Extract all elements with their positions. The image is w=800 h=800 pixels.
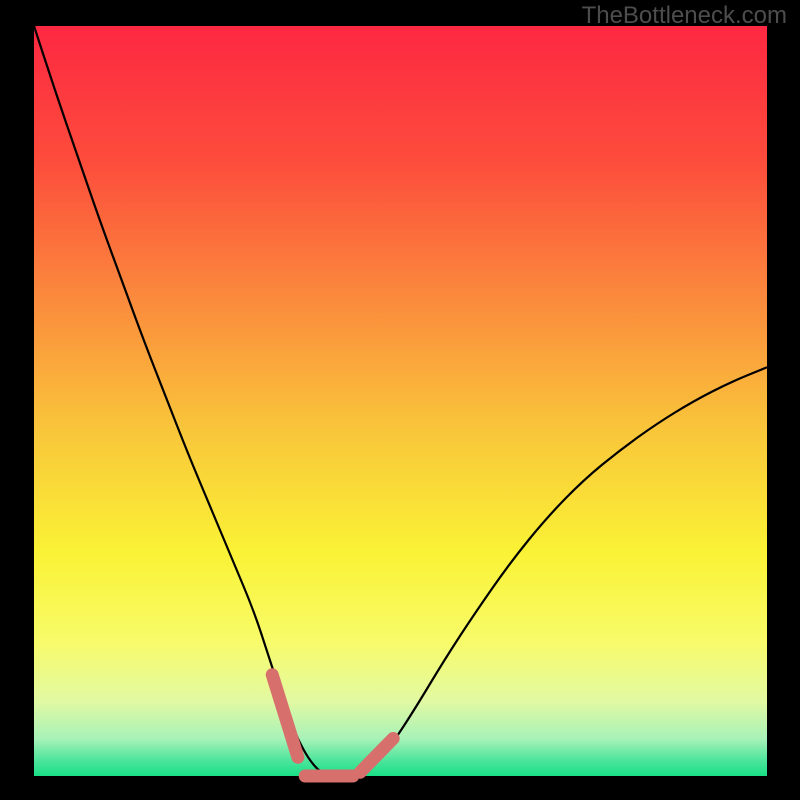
bottleneck-chart <box>0 0 800 800</box>
chart-stage: TheBottleneck.com <box>0 0 800 800</box>
watermark-text: TheBottleneck.com <box>582 2 787 30</box>
plot-background <box>34 26 767 776</box>
